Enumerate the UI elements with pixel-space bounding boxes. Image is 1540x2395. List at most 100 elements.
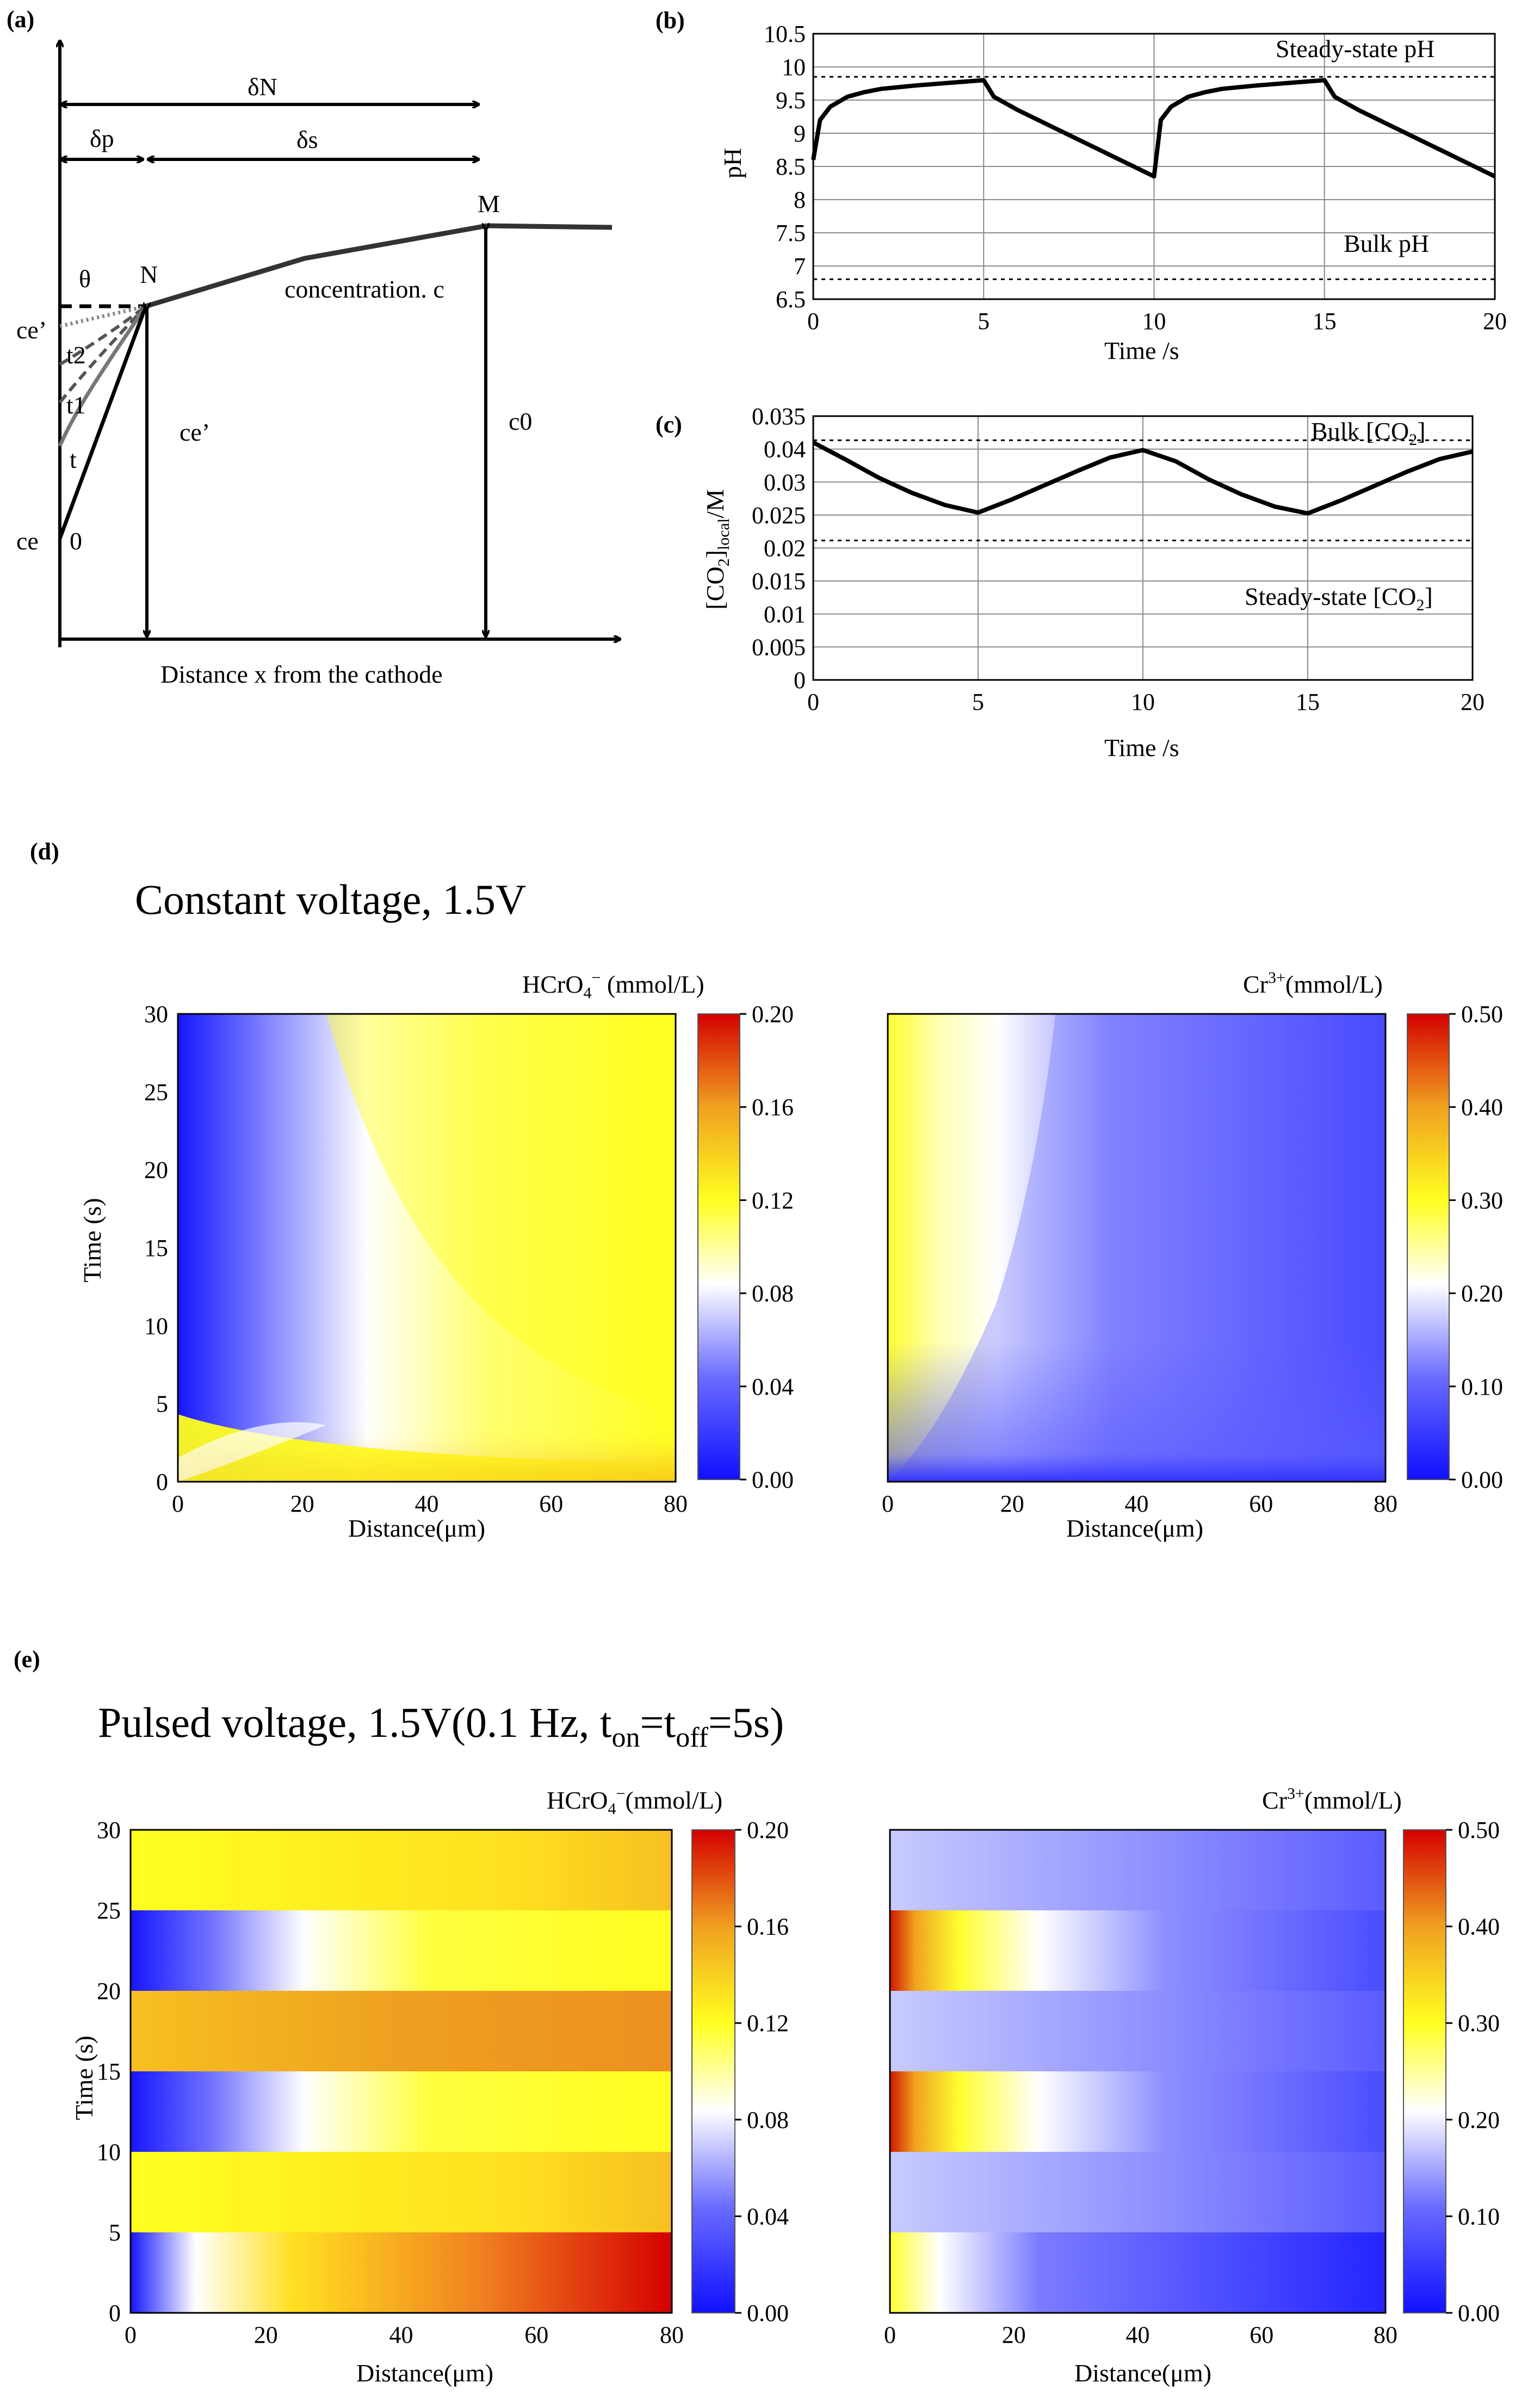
y-tick-label: 5 bbox=[109, 2219, 121, 2246]
colorbar-tick-label: 0.20 bbox=[752, 1001, 794, 1028]
time-band bbox=[131, 1830, 672, 1910]
y-tick-label: 20 bbox=[144, 1157, 168, 1184]
heatmap-d-left-y-label: Time (s) bbox=[78, 1198, 106, 1283]
y-tick-label: 0.03 bbox=[764, 469, 806, 496]
chart-c-y-label: [CO2]local/M bbox=[701, 489, 733, 610]
heatmap-d-left-red-edge bbox=[178, 1014, 676, 1482]
colorbar-tick-label: 0.30 bbox=[1461, 1187, 1503, 1214]
bulk-ph-label: Bulk pH bbox=[1344, 230, 1429, 257]
x-tick-label: 20 bbox=[1461, 689, 1485, 715]
x-tick-label: 60 bbox=[539, 1490, 563, 1517]
x-tick-label: 10 bbox=[1131, 689, 1155, 715]
heatmap-e-right: Cr3+(mmol/L) 0.50 0.40 0.30 0.20 0.10 0.00 0 2… bbox=[884, 1785, 1500, 2387]
steady-state-co2-label: Steady-state [CO2] bbox=[1245, 583, 1433, 614]
colorbar-e-left bbox=[691, 1829, 735, 2313]
delta-p-label: δp bbox=[90, 125, 114, 152]
panel-label-a: (a) bbox=[7, 6, 34, 33]
y-tick-label: 10 bbox=[144, 1313, 168, 1339]
y-tick-label: 30 bbox=[144, 1001, 168, 1028]
colorbar-tick-label: 0.16 bbox=[752, 1094, 794, 1121]
x-tick-label: 80 bbox=[664, 1490, 688, 1517]
x-tick-label: 0 bbox=[125, 2322, 137, 2348]
ce-prime-curve bbox=[59, 304, 146, 329]
y-tick-label: 0.02 bbox=[764, 535, 806, 562]
heatmap-d-left: HCrO4− (mmol/L) 0.20 0.16 0.12 0.08 0.04 0.00… bbox=[78, 969, 794, 1542]
y-tick-label: 8.5 bbox=[776, 153, 806, 180]
heatmap-d-right-x-ticks: 0 20 40 60 80 bbox=[882, 1490, 1397, 1517]
t1-curve bbox=[58, 305, 147, 404]
colorbar-tick-label: 0.20 bbox=[1458, 2107, 1500, 2133]
colorbar-tick-label: 0.12 bbox=[752, 1187, 794, 1214]
heatmap-d-right-title: Cr3+(mmol/L) bbox=[1243, 969, 1383, 998]
chart-b-x-ticks: 0 5 10 15 20 bbox=[807, 308, 1507, 335]
chart-c: (c) 0.035 0.04 0.03 0.025 0.02 0.015 0.01 0.005… bbox=[655, 403, 1485, 762]
colorbar-tick-label: 0.00 bbox=[1461, 1466, 1503, 1493]
delta-n-label: δN bbox=[248, 73, 277, 101]
colorbar-tick-label: 0.12 bbox=[747, 2010, 789, 2037]
time-band bbox=[890, 1830, 1386, 1910]
colorbar-e-right-ticks: 0.50 0.40 0.30 0.20 0.10 0.00 bbox=[1446, 1817, 1500, 2326]
colorbar-tick-label: 0.16 bbox=[747, 1914, 789, 1940]
y-tick-label: 0.015 bbox=[752, 568, 806, 595]
x-tick-label: 60 bbox=[1249, 1490, 1273, 1517]
colorbar-tick-label: 0.40 bbox=[1461, 1094, 1503, 1121]
x-tick-label: 0 bbox=[882, 1490, 894, 1517]
time-band bbox=[131, 2232, 672, 2313]
x-tick-label: 40 bbox=[1125, 1490, 1149, 1517]
colorbar-tick-label: 0.04 bbox=[752, 1373, 794, 1400]
colorbar-tick-label: 0.40 bbox=[1458, 1914, 1500, 1940]
x-tick-label: 80 bbox=[1374, 2322, 1397, 2348]
heatmap-e-left-y-label: Time (s) bbox=[70, 2035, 98, 2120]
y-tick-label: 30 bbox=[97, 1817, 121, 1843]
x-tick-label: 0 bbox=[884, 2322, 896, 2348]
colorbar-tick-label: 0.30 bbox=[1458, 2010, 1500, 2037]
x-tick-label: 80 bbox=[660, 2322, 684, 2348]
y-tick-label: 15 bbox=[144, 1235, 168, 1261]
theta-label: θ bbox=[79, 265, 91, 293]
time-band bbox=[890, 2152, 1386, 2232]
time-band bbox=[890, 1991, 1386, 2071]
concentration-profile bbox=[145, 223, 613, 309]
chart-c-frame bbox=[812, 415, 1474, 681]
y-tick-label: 9 bbox=[794, 120, 806, 147]
heatmap-d-right: Cr3+(mmol/L) 0.50 0.40 0.30 0.20 0.10 0.00 0 2… bbox=[882, 969, 1503, 1542]
heatmap-e-left-frame bbox=[129, 1829, 673, 2314]
y-tick-label: 0.01 bbox=[764, 601, 806, 628]
chart-c-x-label: Time /s bbox=[1104, 734, 1179, 762]
heatmap-d-right-bottom-fade bbox=[888, 1014, 1386, 1482]
y-tick-label: 8 bbox=[794, 187, 806, 213]
panel-label-b: (b) bbox=[655, 7, 685, 34]
heatmap-e-left-title: HCrO4−(mmol/L) bbox=[547, 1785, 722, 1818]
colorbar-tick-label: 0.00 bbox=[747, 2300, 789, 2326]
y-tick-label: 0 bbox=[794, 667, 806, 694]
time-band bbox=[890, 2071, 1386, 2152]
x-tick-label: 60 bbox=[524, 2322, 548, 2348]
colorbar-d-right-ticks: 0.50 0.40 0.30 0.20 0.10 0.00 bbox=[1449, 1001, 1503, 1493]
chart-c-y-ticks: 0.035 0.04 0.03 0.025 0.02 0.015 0.01 0.005 0 bbox=[752, 403, 806, 694]
concentration-label: concentration. c bbox=[285, 275, 444, 303]
time-band bbox=[890, 2232, 1386, 2313]
x-tick-label: 5 bbox=[978, 308, 989, 335]
heatmap-e-left-y-ticks: 0 5 10 15 20 25 30 bbox=[97, 1817, 121, 2326]
x-tick-label: 20 bbox=[1483, 308, 1507, 335]
heatmap-e-right-title: Cr3+(mmol/L) bbox=[1262, 1785, 1402, 1814]
x-tick-label: 40 bbox=[1126, 2322, 1150, 2348]
panel-label-e: (e) bbox=[14, 1646, 40, 1673]
c0-label: c0 bbox=[509, 407, 532, 435]
heatmap-e-right-bands bbox=[890, 1830, 1386, 2313]
colorbar-d-left-ticks: 0.20 0.16 0.12 0.08 0.04 0.00 bbox=[740, 1001, 794, 1493]
section-d-heading: Constant voltage, 1.5V bbox=[135, 876, 526, 923]
x-tick-label: 15 bbox=[1296, 689, 1320, 715]
x-tick-label: 20 bbox=[1000, 1490, 1024, 1517]
ce-prime-mid-label: ce’ bbox=[180, 418, 210, 446]
time-band bbox=[131, 1910, 672, 1991]
x-tick-label: 0 bbox=[807, 689, 819, 715]
colorbar-tick-label: 0.20 bbox=[1461, 1280, 1503, 1307]
bulk-co2-label: Bulk [CO2] bbox=[1311, 417, 1426, 449]
x-tick-label: 80 bbox=[1374, 1490, 1397, 1517]
x-tick-label: 0 bbox=[807, 308, 819, 335]
heatmap-d-left-x-ticks: 0 20 40 60 80 bbox=[172, 1490, 688, 1517]
heatmap-e-left: HCrO4−(mmol/L) 0.200.160.120.080.040.00 … bbox=[70, 1785, 789, 2387]
x-tick-label: 15 bbox=[1313, 308, 1337, 335]
heatmap-d-left-frame bbox=[177, 1013, 677, 1483]
